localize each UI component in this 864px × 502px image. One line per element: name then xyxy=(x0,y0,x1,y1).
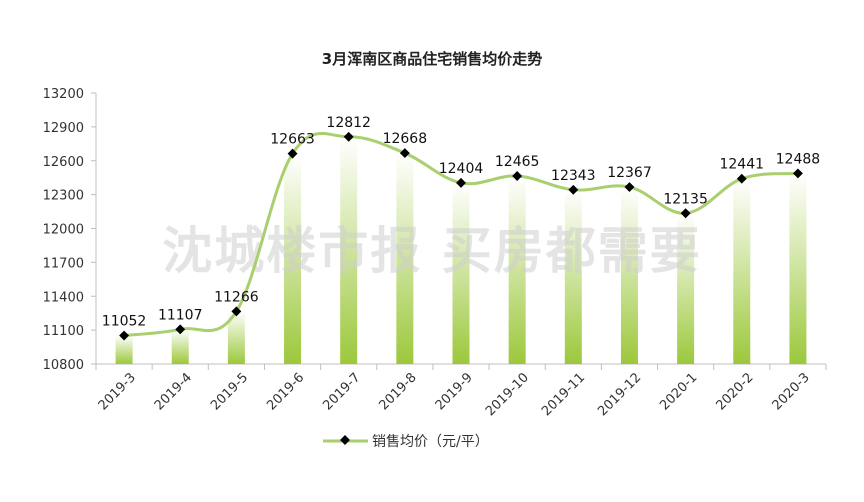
data-label: 11052 xyxy=(102,314,147,330)
x-tick-label: 2019-9 xyxy=(433,370,476,413)
x-tick-label: 2019-8 xyxy=(377,370,420,413)
data-point xyxy=(343,131,354,142)
data-label: 12668 xyxy=(383,131,428,147)
x-tick-label: 2020-3 xyxy=(770,370,813,413)
x-tick-label: 2019-5 xyxy=(208,370,251,413)
y-tick-label: 11400 xyxy=(43,290,84,305)
bar xyxy=(620,187,638,364)
data-point xyxy=(512,171,523,181)
bar xyxy=(452,182,470,364)
data-point xyxy=(175,324,186,335)
data-label: 11107 xyxy=(158,307,203,323)
bar xyxy=(789,173,807,364)
bar xyxy=(508,175,526,364)
x-axis: 2019-3 2019-4 2019-5 2019-6 2019-7 2019-8 2019… xyxy=(95,363,827,419)
bar xyxy=(340,136,358,364)
data-label: 12441 xyxy=(719,157,764,173)
x-tick-label: 2019-7 xyxy=(320,370,363,413)
data-point xyxy=(736,173,747,184)
data-point xyxy=(231,306,242,317)
bar xyxy=(115,335,133,364)
data-label: 12367 xyxy=(607,165,652,181)
y-tick-label: 11700 xyxy=(43,256,84,271)
bar xyxy=(171,329,189,364)
bar xyxy=(284,153,302,364)
data-point xyxy=(792,168,803,179)
data-label: 11266 xyxy=(214,289,259,305)
y-tick-label: 13200 xyxy=(43,87,84,102)
data-label: 12488 xyxy=(776,151,821,167)
data-point xyxy=(568,184,579,195)
data-label: 12343 xyxy=(551,168,596,184)
data-label: 12465 xyxy=(495,154,540,170)
data-point xyxy=(399,148,410,159)
legend-marker xyxy=(340,435,350,445)
y-tick-label: 12900 xyxy=(43,121,84,136)
data-label: 12812 xyxy=(326,115,371,131)
x-tick-label: 2019-3 xyxy=(96,370,139,413)
x-tick-label: 2019-11 xyxy=(539,370,588,419)
legend: 销售均价（元/平） xyxy=(323,434,489,450)
chart-title: 3月浑南区商品住宅销售均价走势 xyxy=(322,50,542,68)
watermark-text: 沈城楼市报 买房都需要 xyxy=(162,222,701,280)
data-point xyxy=(287,148,298,159)
y-tick-label: 12600 xyxy=(43,155,84,170)
y-tick-label: 10800 xyxy=(43,358,84,373)
data-labels: 11052 11107 11266 12663 12812 12668 12404 12465… xyxy=(102,115,820,330)
x-tick-label: 2019-4 xyxy=(152,370,195,413)
legend-series-label: 销售均价（元/平） xyxy=(372,434,489,450)
y-tick-label: 12300 xyxy=(43,189,84,204)
x-tick-label: 2019-10 xyxy=(483,370,532,419)
series-line-group xyxy=(119,131,803,341)
data-label: 12663 xyxy=(270,132,315,148)
x-tick-label: 2019-12 xyxy=(595,370,644,419)
data-label: 12135 xyxy=(663,191,708,207)
data-label: 12404 xyxy=(439,161,484,177)
y-tick-label: 11100 xyxy=(43,324,84,339)
data-point xyxy=(680,208,691,219)
data-point xyxy=(624,182,635,193)
bars xyxy=(115,136,807,364)
y-tick-label: 12000 xyxy=(43,223,84,238)
bar xyxy=(733,178,751,364)
bar xyxy=(677,213,695,364)
bar xyxy=(564,189,582,364)
x-tick-label: 2020-2 xyxy=(713,370,756,413)
data-point xyxy=(456,177,466,188)
x-tick-label: 2020-1 xyxy=(657,370,700,413)
y-axis: 10800 11100 11400 11700 12000 12300 12600 12900… xyxy=(43,87,97,373)
x-tick-label: 2019-6 xyxy=(264,370,307,413)
bar xyxy=(227,311,245,364)
bar xyxy=(396,153,414,364)
